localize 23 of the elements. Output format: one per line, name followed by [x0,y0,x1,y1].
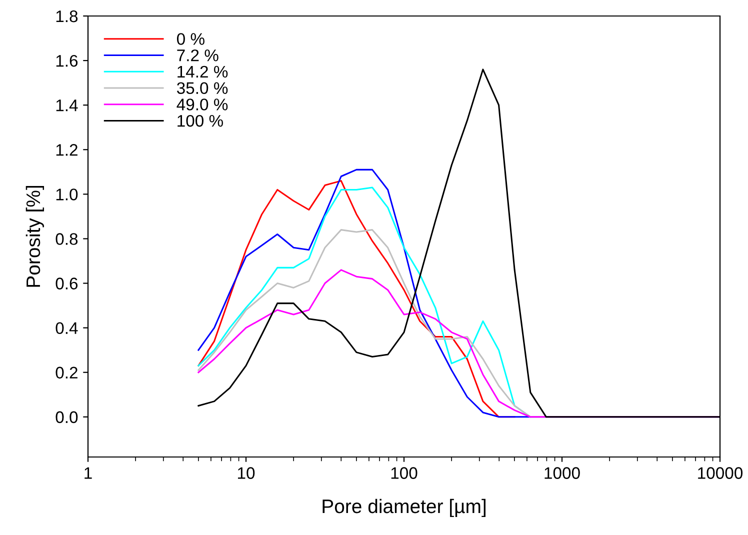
x-tick-label: 100 [391,467,418,479]
legend-label: 100 % [178,114,223,127]
legend-label: 35.0 % [176,82,228,94]
y-tick-label: 1.0 [56,188,78,200]
y-tick-label: 1.6 [56,54,78,67]
y-tick-label: 1.8 [56,10,78,22]
y-tick-label: 0.0 [56,411,78,424]
y-tick-label: 0.8 [56,233,78,245]
y-tick-label: 0.6 [56,278,78,290]
y-tick-label: 1.2 [56,144,78,156]
legend-label: 7.2 % [177,49,218,62]
y-tick-label: 1.4 [56,100,78,112]
x-tick-label: 1 [84,467,92,479]
x-tick-label: 10 [238,467,255,479]
legend-label: 14.2 % [178,66,228,78]
y-tick-label: 0.4 [56,322,78,334]
y-tick-label: 0.2 [56,366,78,379]
legend-label: 0 % [176,33,204,45]
x-axis-title: Pore diameter [µm] [322,498,486,518]
y-axis-title: Porosity [%] [26,186,44,287]
x-tick-label: 10000 [698,467,743,479]
x-tick-label: 1000 [544,467,580,479]
legend-label: 49.0 % [176,98,228,110]
